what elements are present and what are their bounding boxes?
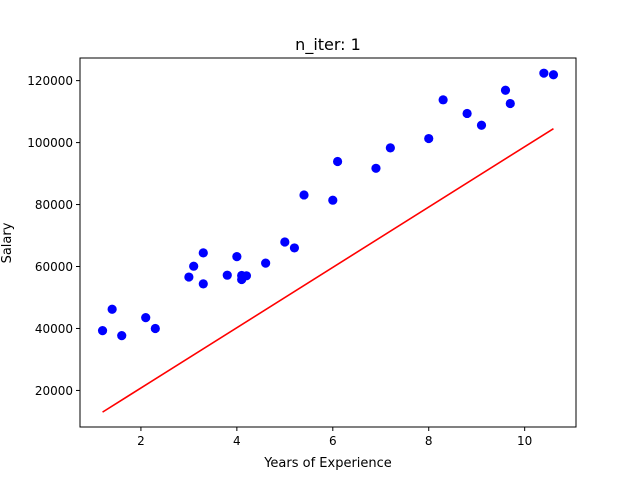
scatter-point xyxy=(198,279,208,289)
scatter-point xyxy=(184,272,194,282)
axes-frame xyxy=(79,57,577,428)
y-tick-label: 100000 xyxy=(27,136,73,150)
scatter-point xyxy=(232,251,242,262)
x-tick-label: 2 xyxy=(137,434,145,448)
y-axis-label: Salary xyxy=(0,222,15,263)
scatter-point xyxy=(332,156,343,167)
scatter-point xyxy=(97,326,108,336)
y-tick-label: 40000 xyxy=(35,322,73,336)
scatter-point xyxy=(328,195,338,205)
y-axis-ticks: 20000 40000 60000 80000 100000 120000 xyxy=(27,74,80,398)
x-axis-ticks: 2 4 6 8 10 xyxy=(137,427,532,448)
x-tick-label: 8 xyxy=(425,434,433,448)
x-tick-label: 6 xyxy=(329,434,337,448)
scatter-point xyxy=(539,68,549,78)
plot-area xyxy=(97,68,559,413)
scatter-point xyxy=(141,313,151,323)
scatter-point xyxy=(241,271,252,281)
x-axis-label: Years of Experience xyxy=(263,456,392,471)
scatter-point xyxy=(385,143,395,153)
scatter-point xyxy=(371,163,381,173)
scatter-point xyxy=(222,270,232,280)
scatter-point xyxy=(107,304,117,314)
scatter-point xyxy=(261,258,271,268)
scatter-point xyxy=(117,331,127,341)
y-tick-label: 60000 xyxy=(35,260,73,274)
scatter-point xyxy=(424,133,434,144)
scatter-point xyxy=(198,248,208,258)
chart-title: n_iter: 1 xyxy=(295,35,361,55)
scatter-point xyxy=(505,98,515,109)
scatter-point xyxy=(189,261,199,271)
scatter-point xyxy=(289,243,300,253)
x-tick-label: 10 xyxy=(517,434,532,448)
x-tick-label: 4 xyxy=(233,434,241,448)
scatter-point xyxy=(438,95,448,105)
scatter-point xyxy=(299,190,309,200)
regression-line xyxy=(102,127,554,413)
y-tick-label: 120000 xyxy=(27,74,73,88)
y-tick-label: 20000 xyxy=(35,384,73,398)
y-tick-label: 80000 xyxy=(35,198,73,212)
scatter-point xyxy=(150,323,160,334)
scatter-point xyxy=(476,120,487,130)
scatter-point xyxy=(548,70,559,80)
scatter-point xyxy=(500,85,511,95)
scatter-point xyxy=(280,237,290,247)
scatter-point xyxy=(462,108,472,119)
